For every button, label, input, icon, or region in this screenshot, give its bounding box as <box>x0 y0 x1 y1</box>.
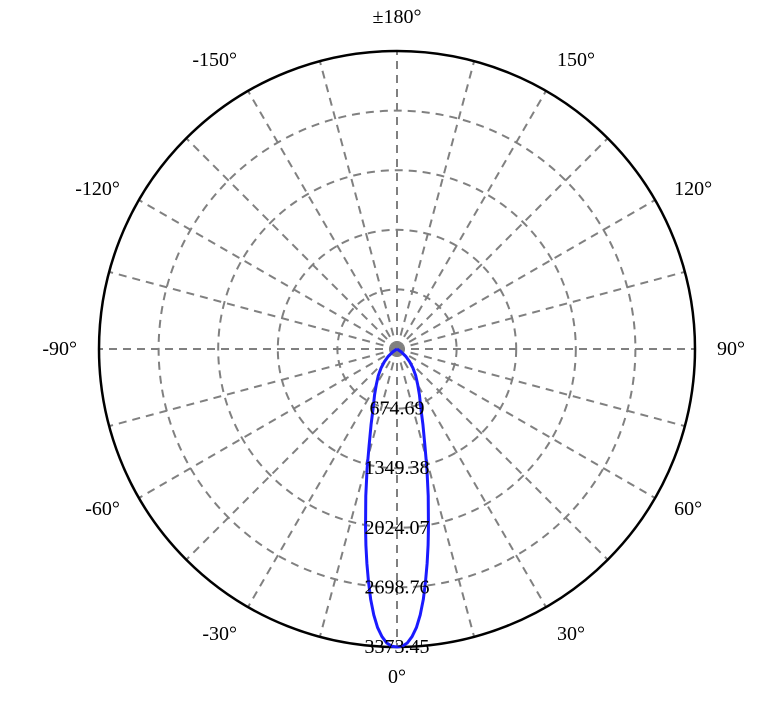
angle-label: 90° <box>717 338 745 360</box>
radial-tick-label: 1349.38 <box>365 457 430 479</box>
radial-tick-label: 2024.07 <box>365 517 430 539</box>
angle-label: -150° <box>192 49 237 71</box>
angle-label: 60° <box>674 498 702 520</box>
angle-label: -30° <box>202 623 237 645</box>
radial-tick-label: 2698.76 <box>365 576 430 598</box>
angle-label: 30° <box>557 623 585 645</box>
angle-label: ±180° <box>373 6 422 28</box>
angle-label: -120° <box>75 178 120 200</box>
angle-label: -90° <box>42 338 77 360</box>
polar-chart: 674.69 1349.38 2024.07 2698.76 3373.45 ±180° 1… <box>0 0 778 702</box>
angle-label: -60° <box>85 498 120 520</box>
angle-label: 120° <box>674 178 712 200</box>
radial-tick-label: 674.69 <box>370 398 425 420</box>
angle-label: 0° <box>388 666 406 688</box>
radial-tick-label: 3373.45 <box>365 636 430 658</box>
angle-label: 150° <box>557 49 595 71</box>
